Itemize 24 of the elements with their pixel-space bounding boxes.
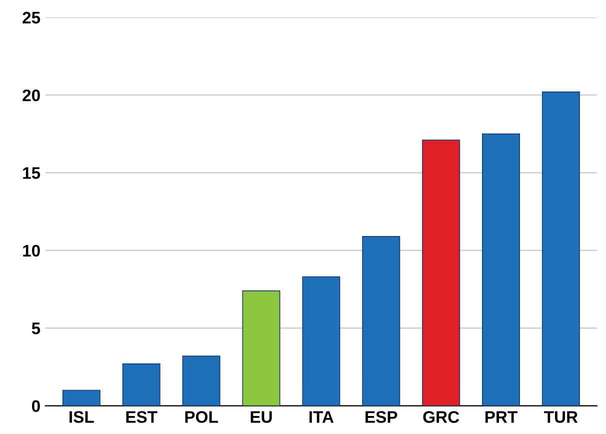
bar [182, 356, 220, 406]
bar [362, 236, 400, 406]
x-tick-label: ITA [309, 411, 334, 423]
bar [482, 133, 520, 406]
bar [302, 276, 340, 406]
x-tick-label: ESP [366, 411, 398, 423]
bar [62, 390, 100, 406]
bar [242, 290, 280, 406]
y-tick-label: 15 [23, 167, 40, 179]
y-tick-label: 5 [32, 322, 40, 334]
bar [422, 140, 460, 406]
y-tick-label: 0 [32, 400, 40, 412]
x-tick-label: POL [185, 411, 218, 423]
x-tick-label: EST [126, 411, 158, 423]
bar [542, 92, 580, 406]
y-tick-label: 25 [22, 12, 40, 24]
x-tick-label: TUR [544, 411, 578, 423]
x-tick-label: GRC [423, 411, 460, 423]
bar [122, 363, 160, 406]
x-tick-label: PRT [485, 411, 518, 423]
x-tick-label: ISL [70, 411, 94, 423]
y-tick-label: 20 [22, 89, 40, 102]
x-tick-label: EU [250, 411, 272, 423]
y-tick-label: 10 [23, 244, 40, 257]
